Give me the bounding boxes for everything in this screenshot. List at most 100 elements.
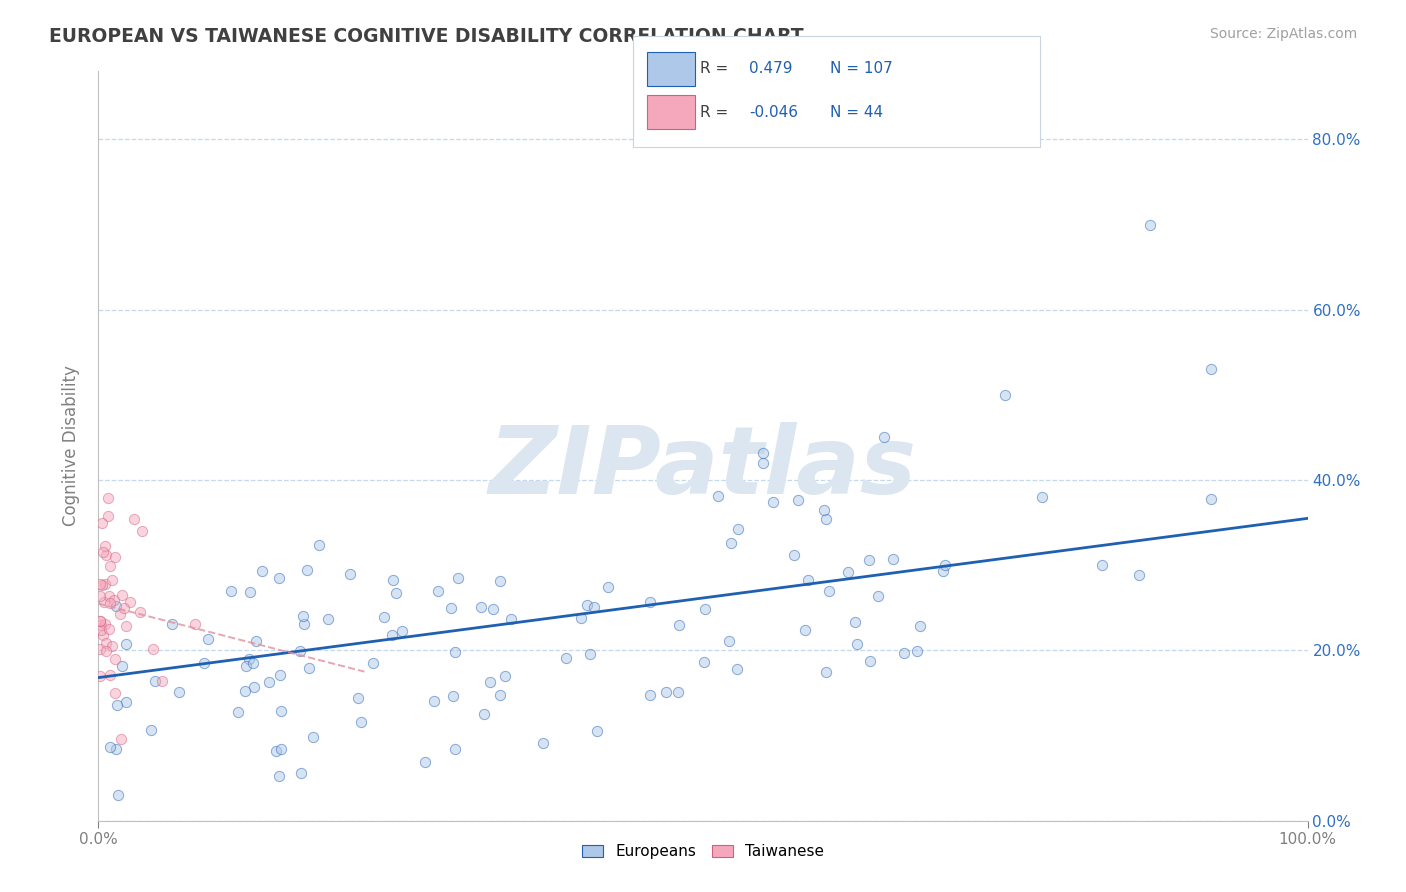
Point xyxy=(815,512,838,526)
Point xyxy=(361,657,384,671)
Point xyxy=(89,642,111,657)
Text: N = 107: N = 107 xyxy=(830,62,893,76)
Point xyxy=(1128,568,1150,582)
Point xyxy=(89,577,111,591)
Point xyxy=(122,512,145,526)
Point xyxy=(707,489,730,503)
Point xyxy=(107,788,129,802)
Point xyxy=(381,628,404,642)
Point xyxy=(316,612,339,626)
Point xyxy=(103,593,125,607)
Text: -0.046: -0.046 xyxy=(749,105,799,120)
Point xyxy=(385,586,408,600)
Point xyxy=(245,633,267,648)
Point xyxy=(882,551,904,566)
Point xyxy=(1031,490,1053,504)
Point xyxy=(98,596,121,610)
Point xyxy=(91,516,114,531)
Point xyxy=(793,624,815,638)
Point xyxy=(89,589,111,603)
Text: 0.479: 0.479 xyxy=(749,62,793,76)
Point xyxy=(752,446,775,460)
Text: EUROPEAN VS TAIWANESE COGNITIVE DISABILITY CORRELATION CHART: EUROPEAN VS TAIWANESE COGNITIVE DISABILI… xyxy=(49,27,804,45)
Point xyxy=(104,652,127,666)
Point xyxy=(266,744,288,758)
Point xyxy=(501,612,523,626)
Point xyxy=(141,723,163,737)
Point xyxy=(89,669,111,683)
Point xyxy=(270,741,292,756)
Point xyxy=(555,651,578,665)
Point xyxy=(391,624,413,638)
Point xyxy=(444,741,467,756)
Point xyxy=(695,602,717,616)
Text: R =: R = xyxy=(700,105,728,120)
Point xyxy=(786,493,808,508)
Point xyxy=(110,732,132,747)
Point xyxy=(97,589,120,603)
Text: Source: ZipAtlas.com: Source: ZipAtlas.com xyxy=(1209,27,1357,41)
Y-axis label: Cognitive Disability: Cognitive Disability xyxy=(62,366,80,526)
Legend: Europeans, Taiwanese: Europeans, Taiwanese xyxy=(575,838,831,865)
Point xyxy=(531,736,554,750)
Point xyxy=(818,584,841,599)
Point xyxy=(101,573,124,587)
Point xyxy=(1199,492,1222,507)
Point xyxy=(640,595,662,609)
Point xyxy=(89,614,111,628)
Point xyxy=(104,741,127,756)
Point xyxy=(142,641,165,656)
Point xyxy=(197,632,219,647)
Point xyxy=(576,599,599,613)
Point xyxy=(235,659,257,673)
Point xyxy=(908,619,931,633)
Point xyxy=(219,584,242,599)
Point xyxy=(447,571,470,585)
Point xyxy=(269,769,291,783)
Point xyxy=(98,558,121,573)
Point xyxy=(301,730,323,744)
Point xyxy=(118,594,141,608)
Point xyxy=(93,539,115,553)
Point xyxy=(143,674,166,689)
Point xyxy=(90,623,112,637)
Point xyxy=(167,685,190,699)
Point xyxy=(184,616,207,631)
Point xyxy=(97,509,120,524)
Point xyxy=(797,573,820,587)
Point xyxy=(668,617,690,632)
Point xyxy=(579,648,602,662)
Point xyxy=(150,674,173,689)
Point xyxy=(308,538,330,552)
Point xyxy=(108,607,131,621)
Point xyxy=(91,545,114,559)
Point xyxy=(238,652,260,666)
Point xyxy=(115,695,138,709)
Point xyxy=(96,636,118,650)
Point xyxy=(727,522,749,536)
Point xyxy=(813,503,835,517)
Point xyxy=(350,715,373,730)
Point xyxy=(373,610,395,624)
Point xyxy=(443,645,465,659)
Point xyxy=(488,688,510,702)
Point xyxy=(91,628,114,642)
Point xyxy=(292,608,315,623)
Point xyxy=(858,553,880,567)
Point xyxy=(250,564,273,578)
Point xyxy=(104,686,127,700)
Point xyxy=(94,616,117,631)
Point xyxy=(243,681,266,695)
Point xyxy=(472,706,495,721)
Point xyxy=(717,633,740,648)
Point xyxy=(934,558,956,573)
Point xyxy=(290,766,312,780)
Point xyxy=(259,675,281,690)
Point xyxy=(441,689,464,703)
Point xyxy=(90,577,112,591)
Point xyxy=(413,755,436,769)
Point xyxy=(111,588,134,602)
Point xyxy=(115,619,138,633)
Point xyxy=(585,723,607,738)
Point xyxy=(1199,362,1222,376)
